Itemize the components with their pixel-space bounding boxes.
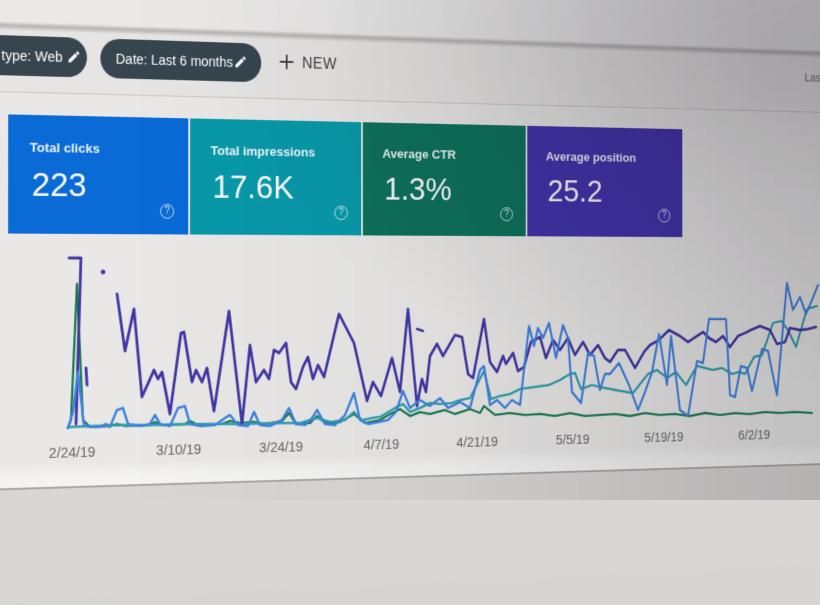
svg-text:6/2/19: 6/2/19 xyxy=(738,428,770,443)
svg-text:2/24/19: 2/24/19 xyxy=(49,445,96,462)
svg-text:4/21/19: 4/21/19 xyxy=(456,435,497,451)
svg-text:3/10/19: 3/10/19 xyxy=(156,442,201,459)
svg-text:5/19/19: 5/19/19 xyxy=(644,430,683,446)
svg-text:4/7/19: 4/7/19 xyxy=(364,437,400,453)
svg-text:5/5/19: 5/5/19 xyxy=(556,432,590,448)
svg-text:3/24/19: 3/24/19 xyxy=(259,440,303,457)
